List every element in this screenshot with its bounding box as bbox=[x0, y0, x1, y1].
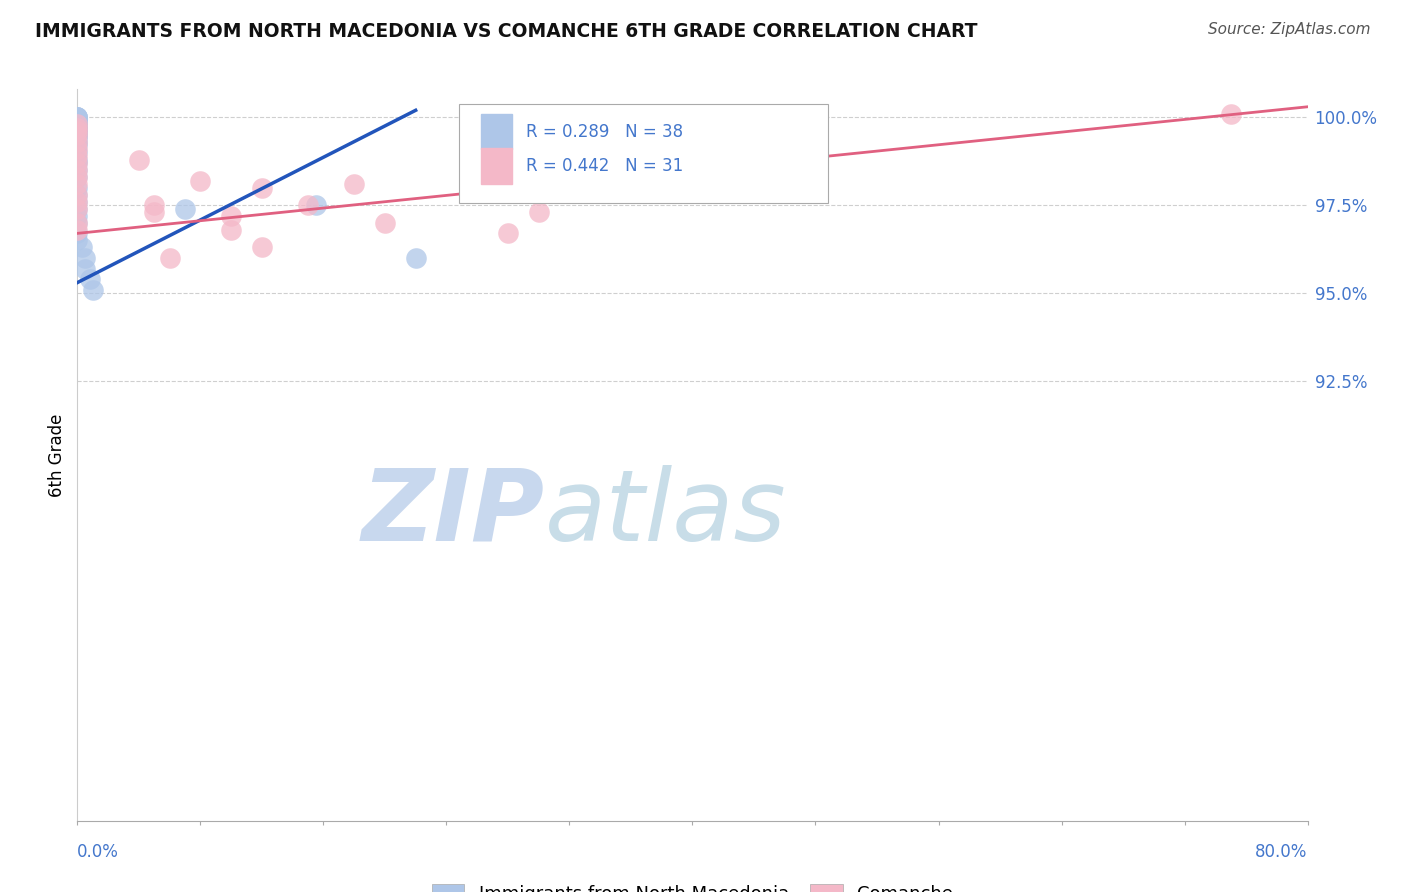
Point bbox=[143, 205, 166, 219]
Point bbox=[66, 128, 89, 142]
Point bbox=[66, 111, 89, 125]
Point bbox=[343, 177, 366, 191]
FancyBboxPatch shape bbox=[458, 103, 828, 202]
Point bbox=[66, 202, 89, 216]
Point bbox=[66, 111, 89, 125]
Point bbox=[527, 205, 550, 219]
Point bbox=[66, 163, 89, 178]
Point bbox=[66, 142, 89, 156]
Point bbox=[66, 187, 89, 202]
Point bbox=[66, 135, 89, 149]
Point bbox=[66, 131, 89, 145]
Point bbox=[374, 216, 396, 230]
FancyBboxPatch shape bbox=[481, 114, 512, 149]
Point bbox=[305, 198, 328, 212]
Point bbox=[66, 138, 89, 153]
Point bbox=[66, 234, 89, 248]
Point bbox=[66, 113, 89, 128]
Point bbox=[66, 156, 89, 170]
Point bbox=[1219, 107, 1241, 121]
Point bbox=[66, 113, 89, 128]
Point bbox=[66, 216, 89, 230]
Point bbox=[66, 145, 89, 160]
Point bbox=[250, 240, 273, 254]
Point bbox=[66, 120, 89, 135]
Text: 0.0%: 0.0% bbox=[77, 843, 120, 861]
Text: atlas: atlas bbox=[546, 465, 786, 562]
Point bbox=[219, 209, 242, 223]
Point bbox=[66, 194, 89, 209]
Point bbox=[66, 117, 89, 131]
Point bbox=[66, 128, 89, 142]
Point bbox=[66, 209, 89, 223]
Text: ZIP: ZIP bbox=[361, 465, 546, 562]
Point bbox=[66, 170, 89, 185]
Y-axis label: 6th Grade: 6th Grade bbox=[48, 413, 66, 497]
Point bbox=[66, 124, 89, 138]
Point bbox=[73, 261, 96, 276]
Point bbox=[66, 194, 89, 209]
Point bbox=[297, 198, 319, 212]
Point bbox=[70, 240, 93, 254]
Text: 80.0%: 80.0% bbox=[1256, 843, 1308, 861]
Point bbox=[66, 117, 89, 131]
Point bbox=[66, 156, 89, 170]
Point bbox=[66, 180, 89, 194]
Point bbox=[66, 111, 89, 125]
Point bbox=[66, 128, 89, 142]
Point bbox=[66, 153, 89, 167]
Point bbox=[66, 120, 89, 135]
Point bbox=[159, 251, 181, 265]
FancyBboxPatch shape bbox=[481, 148, 512, 184]
Point bbox=[405, 251, 427, 265]
Point bbox=[66, 170, 89, 185]
Text: IMMIGRANTS FROM NORTH MACEDONIA VS COMANCHE 6TH GRADE CORRELATION CHART: IMMIGRANTS FROM NORTH MACEDONIA VS COMAN… bbox=[35, 22, 977, 41]
Point bbox=[66, 124, 89, 138]
Text: R = 0.289   N = 38: R = 0.289 N = 38 bbox=[526, 122, 683, 141]
Point bbox=[219, 223, 242, 237]
Point bbox=[66, 223, 89, 237]
Text: R = 0.442   N = 31: R = 0.442 N = 31 bbox=[526, 157, 683, 175]
Point bbox=[73, 251, 96, 265]
Point bbox=[66, 149, 89, 163]
Point bbox=[128, 153, 150, 167]
Point bbox=[66, 135, 89, 149]
Point bbox=[66, 111, 89, 125]
Text: Source: ZipAtlas.com: Source: ZipAtlas.com bbox=[1208, 22, 1371, 37]
Point bbox=[250, 180, 273, 194]
Point bbox=[143, 198, 166, 212]
Point bbox=[66, 187, 89, 202]
Point bbox=[496, 227, 519, 241]
Point bbox=[66, 117, 89, 131]
Point bbox=[188, 173, 212, 187]
Point bbox=[174, 202, 197, 216]
Legend: Immigrants from North Macedonia, Comanche: Immigrants from North Macedonia, Comanch… bbox=[425, 877, 960, 892]
Point bbox=[66, 216, 89, 230]
Point bbox=[66, 227, 89, 241]
Point bbox=[66, 202, 89, 216]
Point bbox=[66, 120, 89, 135]
Point bbox=[66, 124, 89, 138]
Point bbox=[66, 177, 89, 191]
Point bbox=[79, 272, 101, 286]
Point bbox=[66, 163, 89, 178]
Point bbox=[82, 283, 104, 297]
